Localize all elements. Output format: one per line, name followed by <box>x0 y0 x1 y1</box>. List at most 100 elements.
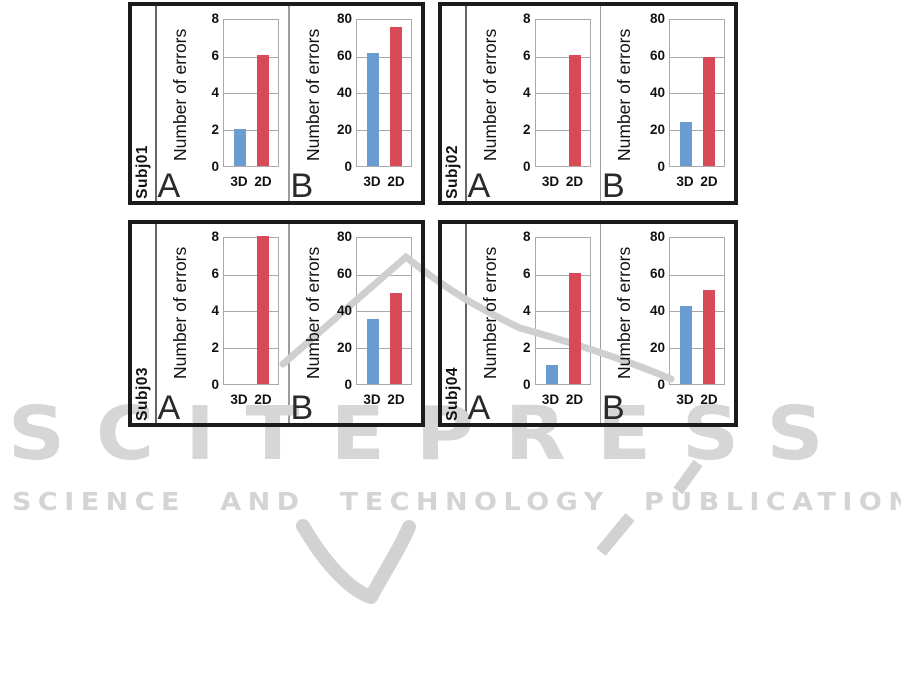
chart-subj02-a: A Number of errors 8 6 4 2 0 3D 2D <box>467 6 600 203</box>
y-tick-label: 6 <box>522 266 531 281</box>
category-labels: 3D 2D <box>669 173 725 191</box>
plot-area <box>534 237 591 385</box>
gridline <box>535 93 590 94</box>
y-tick-label: 2 <box>211 122 219 137</box>
bar-3d <box>680 306 692 384</box>
watermark-check-mark <box>296 519 416 604</box>
y-tick-label: 60 <box>336 266 352 281</box>
y-axis-label: Number of errors <box>169 246 190 380</box>
y-tick-label: 40 <box>336 303 352 318</box>
chart-subj01-a: A Number of errors 8 6 4 2 0 3D 2D <box>157 6 289 205</box>
y-tick-label: 0 <box>344 159 352 174</box>
y-tick-label: 4 <box>522 303 531 318</box>
category-labels: 3D 2D <box>535 173 591 191</box>
category-labels: 3D 2D <box>356 391 412 409</box>
watermark-brand-text: SCITEPRESS <box>8 391 855 477</box>
category-label-3d: 3D <box>230 174 248 189</box>
plot-area <box>356 237 412 385</box>
y-tick-label: 20 <box>649 340 665 355</box>
y-tick-label: 2 <box>211 340 219 355</box>
gridline <box>535 56 590 58</box>
y-tick-label: 2 <box>522 340 531 355</box>
plot-area <box>223 19 279 167</box>
bar-3d <box>680 122 692 166</box>
y-tick-label: 4 <box>522 85 531 100</box>
gridline <box>670 347 724 349</box>
category-label-3d: 3D <box>541 392 560 407</box>
chart-subj02-b: B Number of errors 80 60 40 20 0 3D 2D <box>601 6 734 203</box>
category-label-2d: 2D <box>565 174 584 189</box>
subject-label: Subj04 <box>444 367 461 421</box>
subject-label: Subj01 <box>134 145 151 199</box>
gridline <box>670 56 724 58</box>
y-tick-label: 4 <box>211 85 219 100</box>
y-tick-label: 8 <box>211 229 219 244</box>
chart-subj01-b: B Number of errors 80 60 40 20 0 3D 2D <box>290 6 422 205</box>
y-tick-label: 6 <box>211 48 219 63</box>
panel-letter: B <box>602 389 625 427</box>
y-tick-label: 40 <box>649 85 665 100</box>
bar-3d <box>545 365 558 384</box>
gridline <box>357 129 411 131</box>
y-tick-label: 0 <box>657 159 665 174</box>
gridline <box>670 274 724 276</box>
category-label-3d: 3D <box>676 174 694 189</box>
y-tick-label: 0 <box>522 159 531 174</box>
y-axis-label: Number of errors <box>169 28 190 162</box>
panel-inner: Subj02 A Number of errors 8 6 4 2 0 3D 2D B Number … <box>438 2 738 205</box>
y-tick-label: 8 <box>522 229 531 244</box>
y-axis-label: Number of errors <box>614 246 634 380</box>
y-tick-label: 0 <box>211 159 219 174</box>
plot-area <box>669 19 725 167</box>
gridline <box>224 274 278 276</box>
panel-letter: B <box>290 389 314 427</box>
chart-divider-line <box>288 6 290 201</box>
y-tick-label: 60 <box>649 266 665 281</box>
y-tick-label: 20 <box>649 122 665 137</box>
bar-2d <box>257 55 269 166</box>
y-axis-label: Number of errors <box>479 28 500 162</box>
y-axis-label: Number of errors <box>479 246 500 380</box>
category-label-2d: 2D <box>254 174 272 189</box>
subject-panel-subj01: Subj01 A Number of errors 8 6 4 2 0 3D 2D B Number … <box>128 2 425 205</box>
gridline <box>670 93 724 94</box>
subject-label-column: Subj03 <box>132 224 155 423</box>
subject-panel-subj03: Subj03 A Number of errors 8 6 4 2 0 3D 2D B Number … <box>128 220 425 427</box>
panel-letter: A <box>157 389 181 427</box>
gridline <box>357 274 411 276</box>
category-label-2d: 2D <box>700 392 718 407</box>
gridline <box>224 311 278 312</box>
bar-3d <box>234 129 246 166</box>
y-tick-label: 2 <box>522 122 531 137</box>
bar-3d <box>367 53 379 166</box>
category-labels: 3D 2D <box>223 173 279 191</box>
gridline <box>535 311 590 312</box>
gridline <box>535 274 590 276</box>
plot-area <box>356 19 412 167</box>
bar-2d <box>257 236 269 384</box>
chart-divider-line <box>599 6 601 201</box>
panel-letter: A <box>157 167 181 205</box>
gridline <box>357 311 411 312</box>
y-tick-label: 0 <box>657 377 665 392</box>
y-tick-label: 40 <box>649 303 665 318</box>
y-tick-label: 80 <box>336 229 352 244</box>
y-tick-label: 80 <box>649 11 665 26</box>
y-tick-label: 0 <box>344 377 352 392</box>
panel-letter: B <box>290 167 314 205</box>
y-axis-label: Number of errors <box>614 28 634 162</box>
y-tick-label: 80 <box>649 229 665 244</box>
plot-area <box>669 237 725 385</box>
subject-label: Subj02 <box>444 145 461 199</box>
panel-inner: Subj04 A Number of errors 8 6 4 2 0 3D 2D B Number … <box>438 220 738 427</box>
category-label-2d: 2D <box>565 392 584 407</box>
gridline <box>670 129 724 131</box>
panel-inner: Subj03 A Number of errors 8 6 4 2 0 3D 2D B Number … <box>128 220 425 427</box>
plot-area <box>223 236 279 385</box>
category-label-3d: 3D <box>541 174 560 189</box>
watermark-slash-lower <box>596 513 635 556</box>
y-tick-label: 0 <box>522 377 531 392</box>
gridline <box>224 56 278 58</box>
category-labels: 3D 2D <box>669 391 725 409</box>
